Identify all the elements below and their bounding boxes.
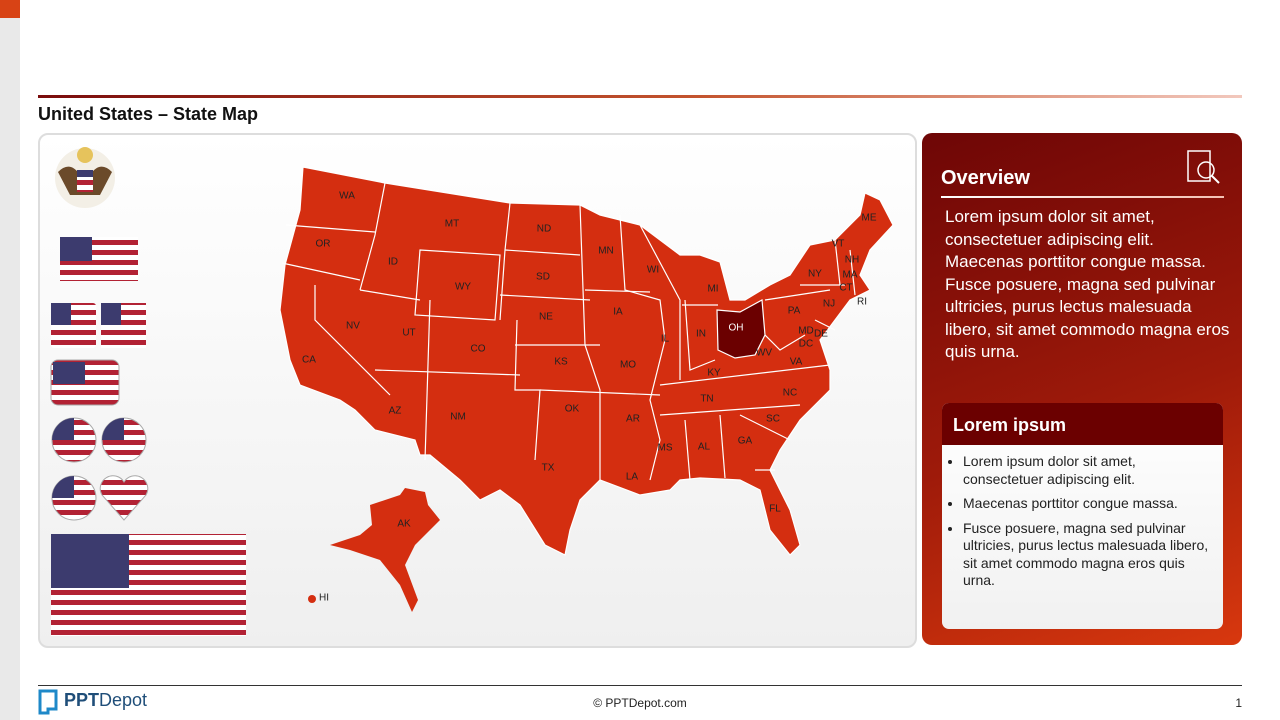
- search-doc-icon: [1187, 150, 1220, 184]
- top-rule: [38, 95, 1242, 98]
- state-label: SC: [766, 414, 780, 425]
- state-label: MA: [843, 270, 858, 281]
- side-strip: [0, 0, 20, 720]
- state-label: WI: [647, 265, 659, 276]
- state-label: ND: [537, 224, 551, 235]
- state-label: IA: [613, 307, 623, 318]
- state-label: LA: [626, 472, 639, 483]
- state-label: CT: [839, 283, 852, 294]
- state-label: MI: [707, 284, 718, 295]
- state-borders: [281, 182, 856, 481]
- state-label: GA: [738, 436, 753, 447]
- state-label: IL: [661, 334, 670, 345]
- state-label: FL: [769, 504, 781, 515]
- state-label: CO: [471, 344, 486, 355]
- copyright: © PPTDepot.com: [593, 696, 687, 710]
- state-oh: [716, 299, 766, 359]
- footer-rule: [38, 685, 1242, 686]
- state-label: NM: [450, 412, 466, 423]
- bullet: Lorem ipsum dolor sit amet, consectetuer…: [963, 453, 1213, 488]
- alaska: [330, 488, 440, 612]
- hawaii: [308, 595, 316, 603]
- page-number: 1: [1235, 696, 1242, 710]
- state-label: PA: [788, 306, 801, 317]
- overview-text: Lorem ipsum dolor sit amet, consectetuer…: [945, 207, 1230, 361]
- state-label: CA: [302, 355, 316, 366]
- state-label: WY: [455, 282, 471, 293]
- state-label: VA: [790, 357, 803, 368]
- state-label: MS: [658, 443, 673, 454]
- logo: PPTDepot: [64, 690, 147, 711]
- logo-bold: PPT: [64, 690, 100, 710]
- state-label: MT: [445, 219, 459, 230]
- state-label: NH: [845, 255, 859, 266]
- overview-rule: [941, 196, 1224, 198]
- overview-title: Overview: [941, 167, 1030, 189]
- state-label: RI: [857, 297, 867, 308]
- corner-accent: [0, 0, 20, 18]
- bullet: Fusce posuere, magna sed pulvinar ultric…: [963, 520, 1213, 590]
- state-label: ME: [862, 213, 877, 224]
- state-label: OK: [565, 404, 580, 415]
- state-label: MD: [798, 326, 814, 337]
- logo-rest: Depot: [99, 690, 148, 710]
- state-label: OR: [316, 239, 331, 250]
- state-label: KS: [554, 357, 568, 368]
- state-label: WA: [339, 191, 355, 202]
- us-outline: [279, 166, 894, 556]
- state-label: WV: [756, 348, 772, 359]
- state-label: NE: [539, 312, 553, 323]
- state-label: KY: [707, 368, 721, 379]
- state-label: DC: [799, 339, 813, 350]
- flag-icons: [50, 237, 246, 636]
- state-label: MO: [620, 360, 636, 371]
- state-label: NV: [346, 321, 360, 332]
- state-label: AZ: [389, 406, 402, 417]
- state-label: HI: [319, 593, 329, 604]
- state-label: AK: [397, 519, 411, 530]
- state-label: NJ: [823, 299, 835, 310]
- state-label: IN: [696, 329, 706, 340]
- slide-title: United States – State Map: [38, 104, 259, 124]
- state-label: TX: [542, 463, 555, 474]
- state-label: MN: [598, 246, 614, 257]
- state-label: DE: [814, 329, 828, 340]
- state-label: ID: [388, 257, 398, 268]
- state-label: AL: [698, 442, 711, 453]
- bullet-list: Lorem ipsum dolor sit amet, consectetuer…: [942, 445, 1223, 590]
- state-label: SD: [536, 272, 550, 283]
- bullet: Maecenas porttitor congue massa.: [963, 495, 1213, 513]
- state-label: UT: [402, 328, 415, 339]
- state-label: AR: [626, 414, 640, 425]
- info-box: Lorem ipsum Lorem ipsum dolor sit amet, …: [942, 403, 1223, 629]
- state-label: NY: [808, 269, 822, 280]
- state-label: NC: [783, 388, 797, 399]
- info-box-title: Lorem ipsum: [942, 403, 1223, 445]
- seal: [55, 147, 115, 208]
- state-label: TN: [700, 394, 713, 405]
- logo-icon: [38, 689, 58, 715]
- state-label: VT: [832, 239, 845, 250]
- state-label: OH: [729, 323, 744, 334]
